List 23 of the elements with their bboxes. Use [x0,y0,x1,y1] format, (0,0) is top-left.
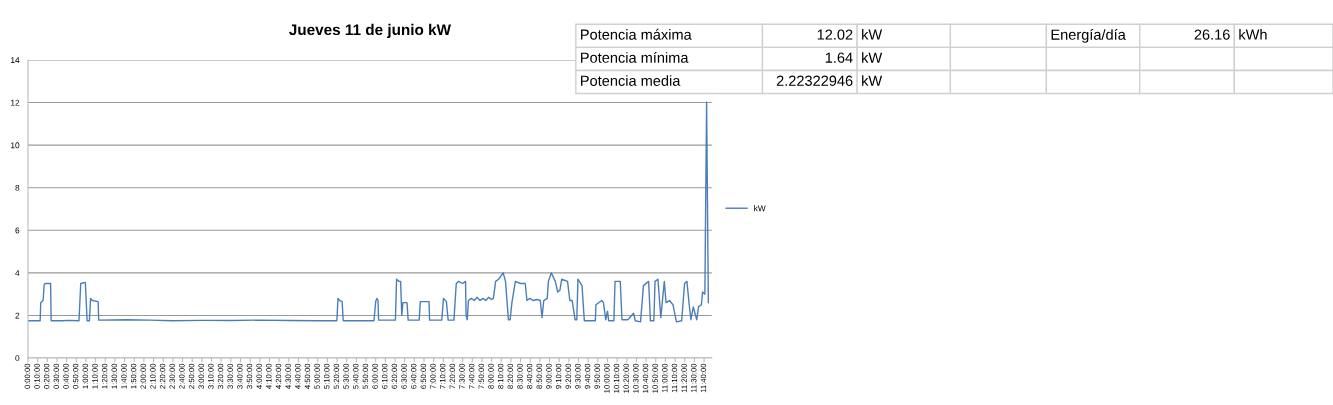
chart-title: Jueves 11 de junio kW [289,23,451,39]
y-tick-label: 8 [15,184,20,191]
legend-label: kW [754,205,766,212]
y-tick-label: 6 [15,227,20,234]
text: Energía/día [1051,28,1126,43]
text: 2.22322946 [776,75,853,86]
y-tick-label: 10 [11,142,20,149]
line-series [27,101,710,323]
text: kW [862,75,883,86]
annotation: Potencia mínima [581,51,689,63]
text: kW [862,52,883,63]
text: 1.64 [825,52,853,63]
y-tick-label: 12 [11,99,20,106]
text: Potencia máxima [581,28,692,40]
text: kWh [1239,29,1267,40]
text: 12.02 [817,29,853,40]
y-tick-label: 14 [11,57,20,63]
text: kW [862,29,883,40]
y-tick-label: 2 [15,312,20,319]
y-tick-label: 4 [15,270,20,276]
y-tick-label: 0 [15,355,20,362]
text: 26.16 [1194,29,1230,40]
annotation: Potencia media [581,75,681,86]
